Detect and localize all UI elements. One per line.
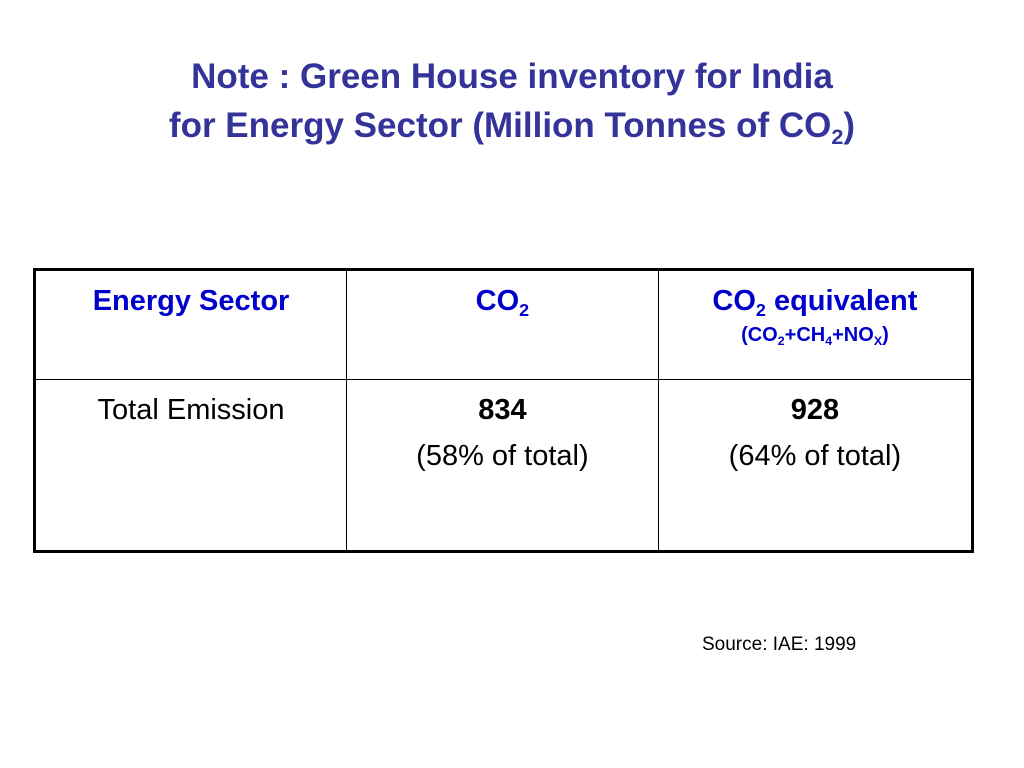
- header-energy-sector: Energy Sector: [33, 269, 348, 380]
- co2e-share: (64% of total): [728, 440, 902, 472]
- header-co2-equivalent: CO2 equivalent (CO2+CH4+NOX): [657, 269, 974, 380]
- header-co2e-suffix: equivalent: [765, 285, 918, 317]
- title-line-1: Note : Green House inventory for India: [191, 57, 833, 96]
- table-row: Total Emission 834 (58% of total) 928 (6…: [33, 379, 974, 552]
- formula-sub-3: X: [873, 333, 883, 348]
- title-subscript: 2: [831, 123, 844, 149]
- co2e-value: 928: [790, 394, 840, 426]
- header-co2e-formula: (CO2+CH4+NOX): [659, 322, 971, 348]
- formula-part-3: +NO: [832, 324, 874, 346]
- cell-co2-equivalent: 928 (64% of total): [657, 379, 974, 552]
- formula-part-2: +CH: [784, 324, 826, 346]
- title-line-2-close: ): [843, 106, 856, 145]
- header-co2e-subscript: 2: [755, 299, 766, 320]
- slide-title: Note : Green House inventory for India f…: [0, 52, 1024, 150]
- source-note: Source: IAE: 1999: [702, 634, 857, 655]
- row-label: Total Emission: [97, 394, 285, 426]
- header-co2-text: CO: [475, 285, 520, 317]
- header-co2e-text: CO: [712, 285, 756, 317]
- formula-sub-1: 2: [777, 333, 785, 348]
- table-header-row: Energy Sector CO2 CO2 equivalent (CO2+CH…: [33, 269, 974, 380]
- header-co2: CO2: [346, 269, 659, 380]
- formula-sub-2: 4: [825, 333, 833, 348]
- title-line-2-text: for Energy Sector (Million Tonnes of CO: [168, 106, 832, 145]
- co2-share: (58% of total): [416, 440, 589, 472]
- header-energy-sector-label: Energy Sector: [92, 285, 290, 317]
- formula-part-1: (CO: [741, 324, 778, 346]
- cell-row-label: Total Emission: [33, 379, 348, 552]
- inventory-table: Energy Sector CO2 CO2 equivalent (CO2+CH…: [33, 268, 974, 553]
- title-line-2: for Energy Sector (Million Tonnes of CO2…: [0, 101, 1024, 150]
- header-co2-subscript: 2: [519, 299, 530, 320]
- formula-part-4: ): [882, 324, 889, 346]
- cell-co2: 834 (58% of total): [346, 379, 659, 552]
- co2-value: 834: [478, 394, 527, 426]
